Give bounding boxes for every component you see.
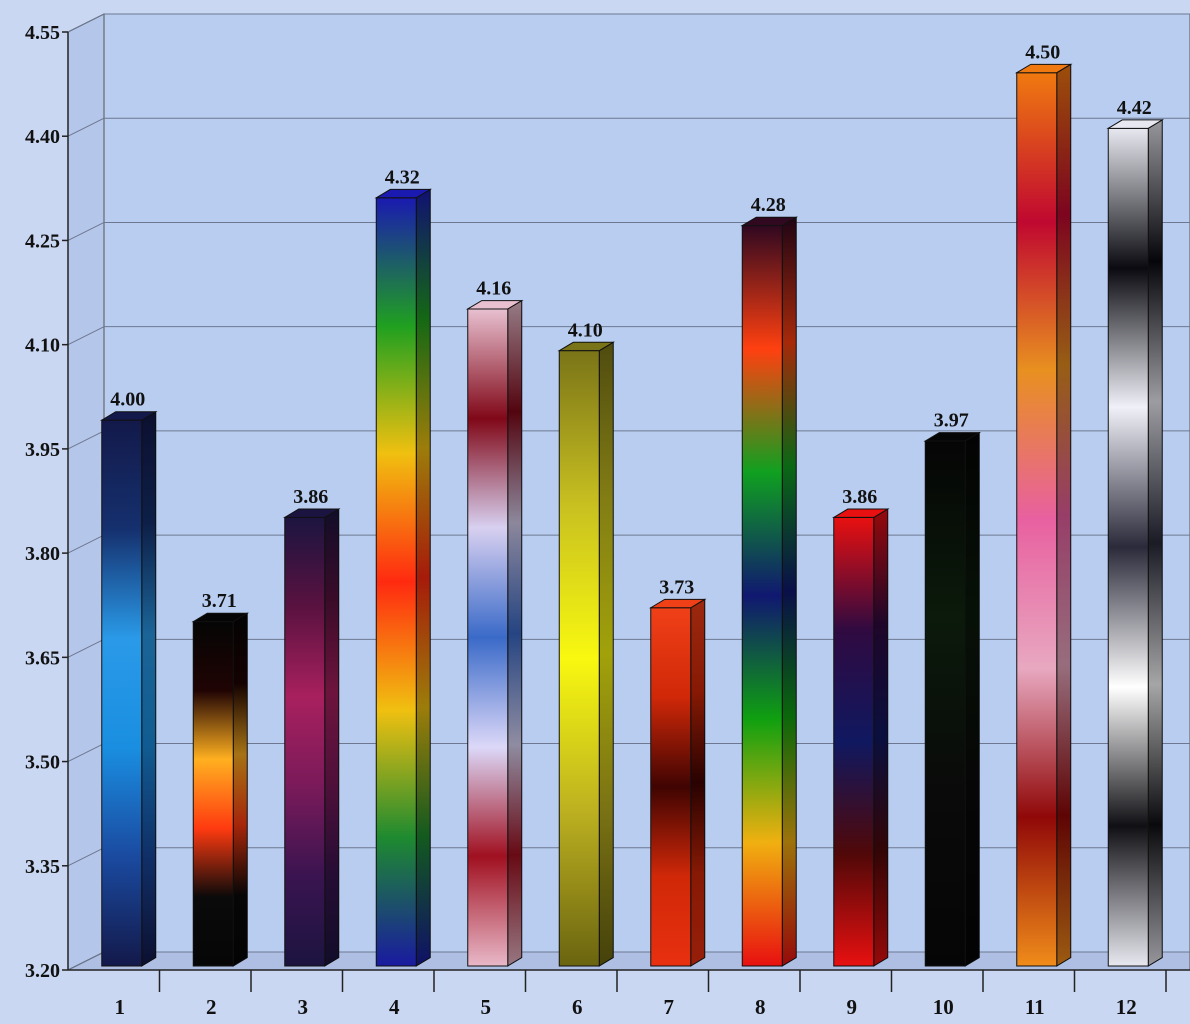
bar-6: [557, 341, 616, 967]
y-tick-label: 3.35: [25, 856, 60, 878]
x-tick-label: 9: [847, 995, 858, 1019]
bar-top-face: [1014, 63, 1073, 74]
y-tick-label: 3.80: [25, 543, 60, 565]
bar-1: [99, 410, 158, 967]
bar-value-label: 4.28: [751, 194, 786, 216]
x-tick-label: 8: [755, 995, 766, 1019]
gridline-side: [67, 847, 105, 867]
axes: [62, 31, 1190, 992]
bar-top-face: [648, 598, 707, 609]
side-wall: [67, 13, 105, 971]
gridline-side: [67, 743, 105, 763]
gridline-side: [67, 638, 105, 658]
x-tick-label: 7: [664, 995, 675, 1019]
x-tick-label: 4: [389, 995, 400, 1019]
bar-11: [1014, 63, 1073, 967]
bar-10: [923, 431, 982, 967]
gridline-side: [67, 430, 105, 450]
bar-value-label: 3.73: [659, 576, 694, 598]
y-tick-label: 4.10: [25, 335, 60, 357]
bar-front-face: [741, 225, 783, 967]
bar-front-face: [375, 197, 417, 967]
bar-4: [374, 188, 433, 967]
gridline-side: [67, 326, 105, 346]
bar-8: [740, 216, 799, 967]
bar-side-shade: [1148, 119, 1163, 967]
y-tick-label: 4.40: [25, 126, 60, 148]
bar-top-face: [923, 432, 982, 442]
bar-value-label: 4.32: [385, 166, 420, 188]
bar-side-shade: [782, 217, 797, 966]
bar-value-label: 4.16: [476, 278, 511, 300]
bar-7: [648, 598, 707, 967]
bar-side-shade: [965, 432, 980, 966]
bar-top-face: [557, 341, 616, 352]
bar-value-label: 3.71: [202, 590, 237, 612]
chart-walls: [67, 13, 1190, 971]
gridline-side: [67, 221, 105, 241]
bar-top-face: [1106, 119, 1165, 129]
bar-front-face: [1016, 72, 1058, 967]
bar-top-face: [99, 411, 158, 421]
y-tick-label: 3.95: [25, 439, 60, 461]
gridline-side: [67, 951, 105, 971]
bar-value-label: 4.42: [1117, 97, 1152, 119]
bar-side-shade: [599, 342, 614, 966]
bar-side-shade: [233, 613, 248, 966]
y-tick-label: 4.25: [25, 230, 60, 252]
bar-9: [831, 508, 890, 967]
bar-side-shade: [873, 509, 888, 966]
bar-2: [191, 612, 250, 967]
bar-value-label: 3.86: [842, 486, 877, 508]
bar-top-face: [831, 508, 890, 518]
y-tick-label: 3.20: [25, 960, 60, 982]
bar-5: [465, 299, 524, 967]
y-tick-label: 4.55: [25, 22, 60, 44]
gridline-side: [67, 117, 105, 137]
bar-3: [282, 508, 341, 967]
x-tick-label: 2: [206, 995, 217, 1019]
bar-value-label: 4.00: [110, 389, 145, 411]
bar-side-shade: [416, 189, 431, 966]
y-tick-label: 3.65: [25, 647, 60, 669]
x-tick-label: 3: [298, 995, 309, 1019]
bar-top-face: [191, 612, 250, 623]
bar-value-label: 4.10: [568, 319, 603, 341]
bar-side-shade: [507, 300, 522, 967]
bar-side-shade: [690, 599, 705, 966]
bar-front-face: [284, 516, 326, 967]
bar-front-face: [1107, 127, 1149, 967]
x-tick-label: 5: [481, 995, 492, 1019]
bar-side-shade: [141, 411, 156, 966]
bar-value-label: 4.50: [1025, 41, 1060, 63]
bar-value-label: 3.97: [934, 410, 969, 432]
x-tick-label: 1: [115, 995, 126, 1019]
bar-front-face: [192, 621, 234, 967]
bar-top-face: [465, 300, 524, 310]
bar-value-label: 3.86: [293, 486, 328, 508]
x-tick-label: 6: [572, 995, 583, 1019]
bar-top-face: [374, 188, 433, 199]
bar-front-face: [650, 607, 692, 967]
bar-side-shade: [1056, 64, 1071, 966]
bars: [99, 63, 1165, 967]
bar-side-shade: [324, 509, 339, 966]
y-tick-label: 3.50: [25, 752, 60, 774]
x-tick-label: 10: [933, 995, 954, 1019]
bar-12: [1106, 119, 1165, 967]
bar-top-face: [282, 508, 341, 518]
bar-front-face: [101, 419, 143, 967]
bar-front-face: [924, 440, 966, 967]
gridline-side: [67, 534, 105, 554]
bar-front-face: [833, 516, 875, 967]
x-tick-label: 11: [1025, 995, 1045, 1019]
gridline-side: [67, 13, 105, 33]
bar-front-face: [467, 308, 509, 967]
bar-top-face: [740, 216, 799, 227]
x-tick-label: 12: [1116, 995, 1137, 1019]
labels: 3.20 3.35 3.50 3.65 3.80 3.95 4.10 4.25 4.40 4.55…: [25, 22, 1152, 1019]
bar-front-face: [558, 350, 600, 967]
